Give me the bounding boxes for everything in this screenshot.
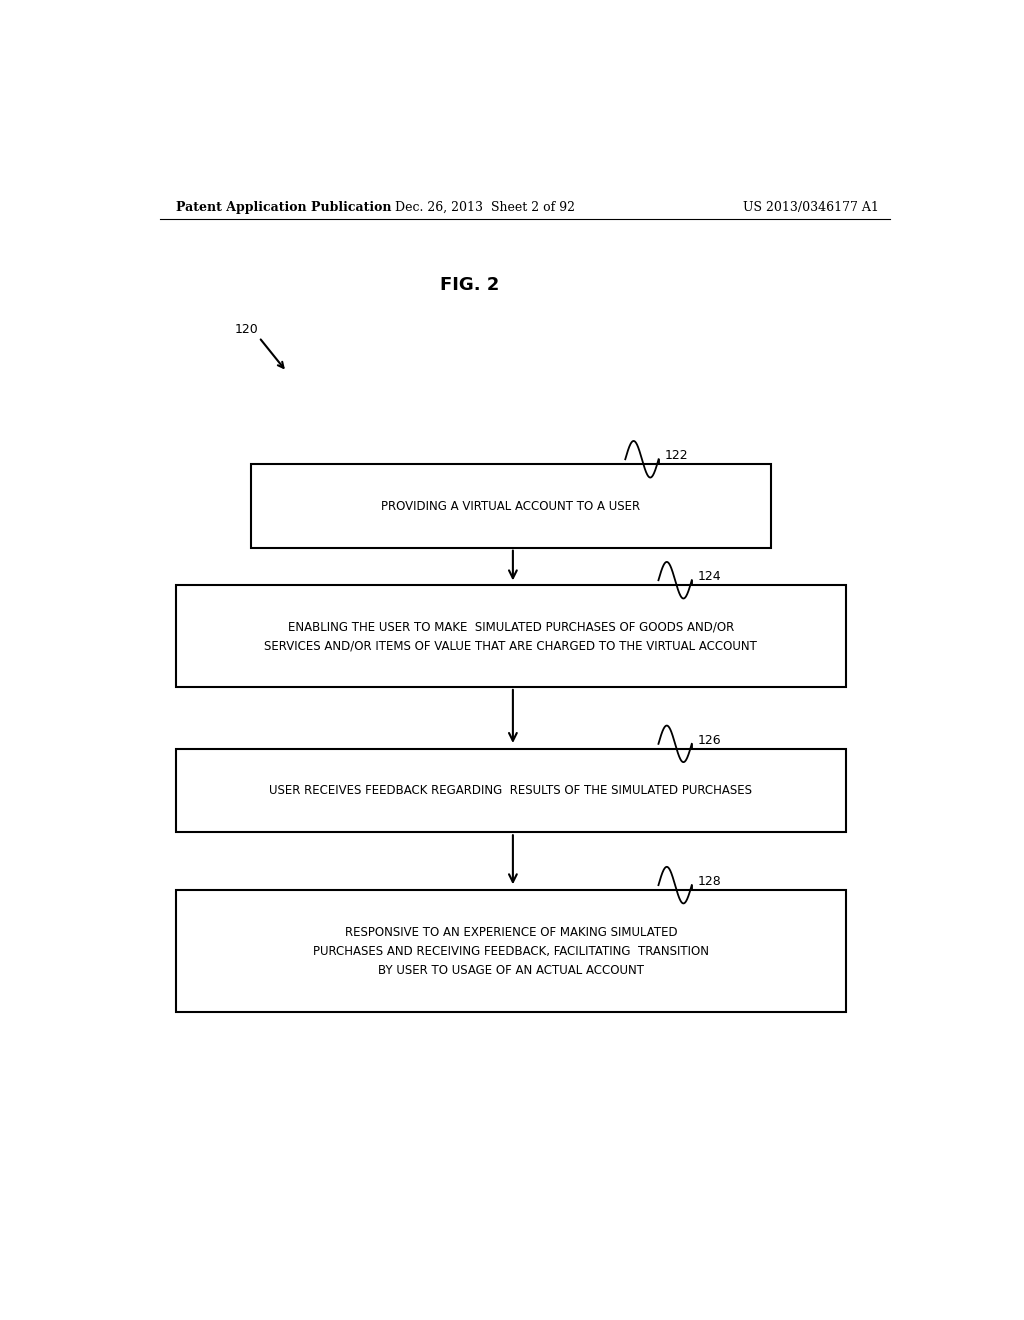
Text: USER RECEIVES FEEDBACK REGARDING  RESULTS OF THE SIMULATED PURCHASES: USER RECEIVES FEEDBACK REGARDING RESULTS… bbox=[269, 784, 753, 797]
Text: 128: 128 bbox=[698, 875, 722, 888]
Bar bbox=[176, 748, 846, 833]
Text: 122: 122 bbox=[665, 449, 688, 462]
Bar bbox=[176, 585, 846, 686]
Text: Patent Application Publication: Patent Application Publication bbox=[176, 201, 391, 214]
Text: 126: 126 bbox=[698, 734, 722, 747]
Bar bbox=[176, 890, 846, 1012]
Text: FIG. 2: FIG. 2 bbox=[439, 276, 499, 294]
Text: PROVIDING A VIRTUAL ACCOUNT TO A USER: PROVIDING A VIRTUAL ACCOUNT TO A USER bbox=[381, 499, 640, 512]
Text: ENABLING THE USER TO MAKE  SIMULATED PURCHASES OF GOODS AND/OR
SERVICES AND/OR I: ENABLING THE USER TO MAKE SIMULATED PURC… bbox=[264, 620, 758, 652]
Text: Dec. 26, 2013  Sheet 2 of 92: Dec. 26, 2013 Sheet 2 of 92 bbox=[395, 201, 575, 214]
Text: RESPONSIVE TO AN EXPERIENCE OF MAKING SIMULATED
PURCHASES AND RECEIVING FEEDBACK: RESPONSIVE TO AN EXPERIENCE OF MAKING SI… bbox=[313, 925, 709, 977]
Bar bbox=[251, 465, 771, 548]
Text: 120: 120 bbox=[236, 322, 259, 335]
Text: US 2013/0346177 A1: US 2013/0346177 A1 bbox=[742, 201, 879, 214]
Text: 124: 124 bbox=[698, 570, 722, 583]
